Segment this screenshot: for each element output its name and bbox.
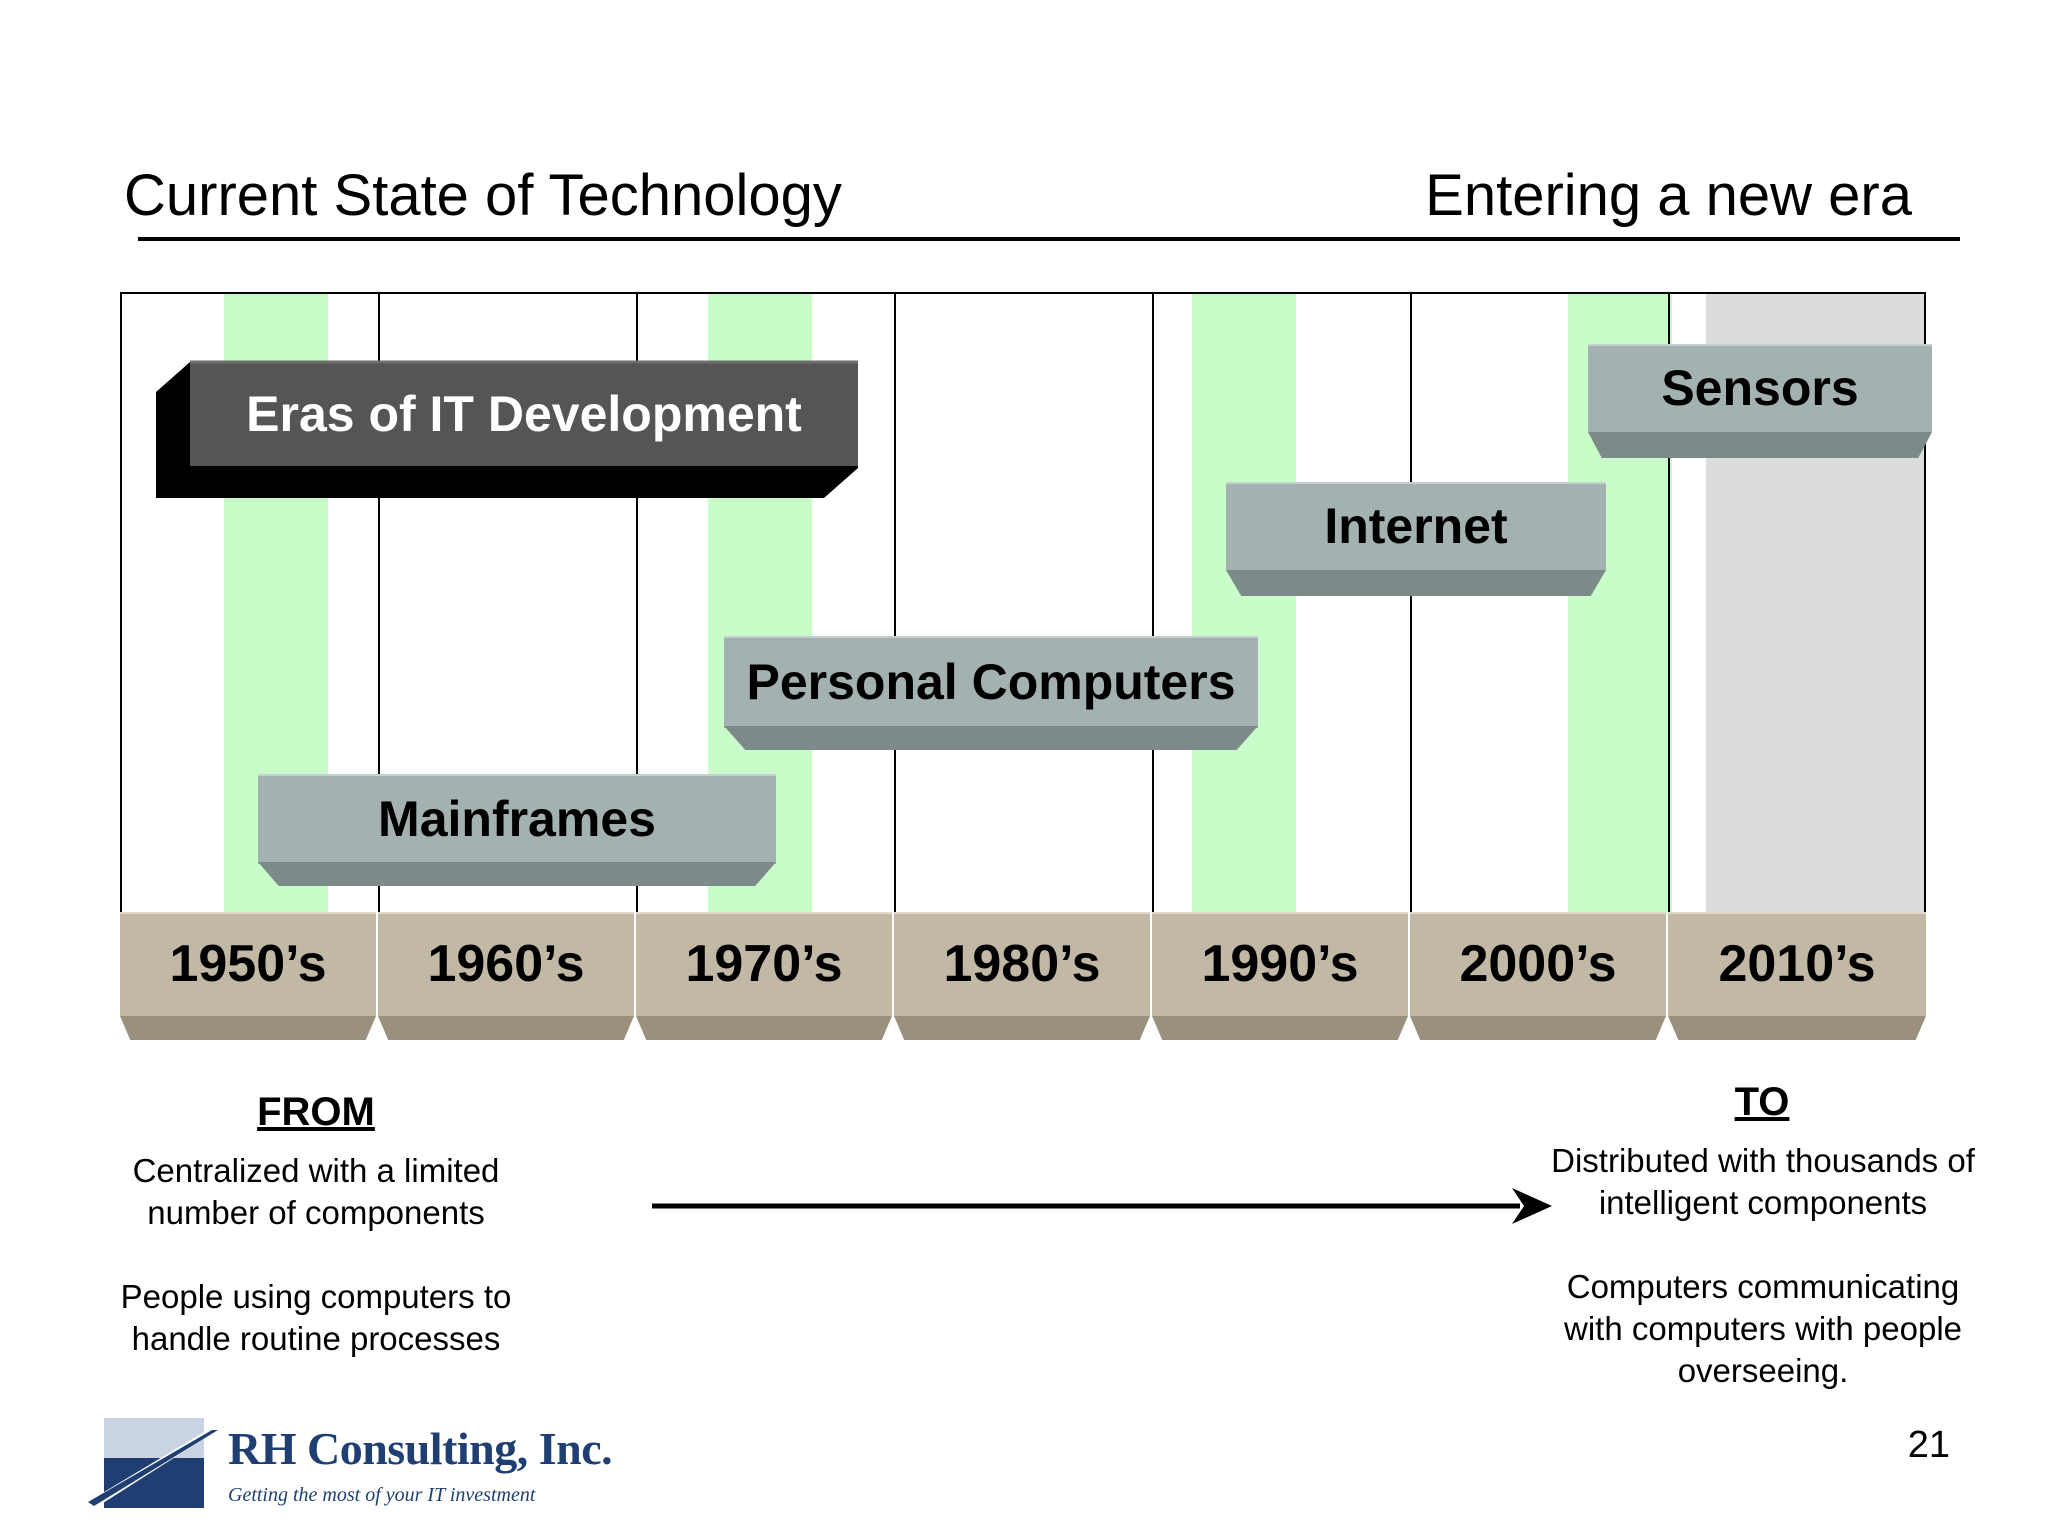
era-bar-internet: Internet (1226, 482, 1606, 596)
timeline-heading: Eras of IT Development (246, 386, 802, 442)
era-label: Sensors (1588, 344, 1932, 432)
decade-label: 1950’s (120, 912, 376, 1016)
to-line-2: Computers communicating with computers w… (1563, 1268, 1963, 1389)
decade-bar: 1950’s 1960’s 1970’s 1980’s 1990’s 2000’… (120, 912, 1926, 1040)
decade-1960s: 1960’s (378, 912, 634, 1040)
decade-1970s: 1970’s (636, 912, 892, 1040)
title-divider (138, 237, 1960, 241)
era-bar-mainframes: Mainframes (258, 774, 776, 886)
decade-label: 1960’s (378, 912, 634, 1016)
decade-label: 2000’s (1410, 912, 1666, 1016)
grid-line (1152, 292, 1154, 942)
decade-1950s: 1950’s (120, 912, 376, 1040)
from-description: Centralized with a limited number of com… (110, 1150, 522, 1360)
logo-mark-icon (84, 1418, 224, 1510)
grid-line (1924, 292, 1926, 942)
era-bar-personal-computers: Personal Computers (724, 636, 1258, 750)
era-label: Mainframes (258, 774, 776, 864)
right-title: Entering a new era (1425, 163, 1912, 228)
page-number: 21 (1907, 1424, 1950, 1466)
from-title: FROM (257, 1090, 375, 1134)
decade-2010s: 2010’s (1668, 912, 1926, 1040)
era-label: Internet (1226, 482, 1606, 570)
from-line-2: People using computers to handle routine… (120, 1278, 512, 1357)
left-title: Current State of Technology (124, 163, 842, 228)
grid-top-line (120, 292, 1926, 294)
grid-line (1410, 292, 1412, 942)
timeline-heading-box: Eras of IT Development (156, 358, 858, 498)
era-bar-sensors: Sensors (1588, 344, 1932, 458)
decade-label: 2010’s (1668, 912, 1926, 1016)
to-description: Distributed with thousands of intelligen… (1540, 1140, 1986, 1392)
grid-line (894, 292, 896, 942)
decade-2000s: 2000’s (1410, 912, 1666, 1040)
grid-line (120, 292, 122, 942)
decade-label: 1980’s (894, 912, 1150, 1016)
highlight-band-1990s (1192, 294, 1296, 914)
decade-1980s: 1980’s (894, 912, 1150, 1040)
to-line-1: Distributed with thousands of intelligen… (1551, 1142, 1975, 1221)
decade-1990s: 1990’s (1152, 912, 1408, 1040)
grid-line (636, 292, 638, 942)
decade-label: 1990’s (1152, 912, 1408, 1016)
logo-tagline: Getting the most of your IT investment (228, 1484, 536, 1506)
to-title: TO (1734, 1080, 1790, 1124)
era-label: Personal Computers (724, 636, 1258, 728)
grid-line (1668, 292, 1670, 942)
grid-line (378, 292, 380, 942)
decade-label: 1970’s (636, 912, 892, 1016)
transition-arrow (652, 1188, 1552, 1224)
from-line-1: Centralized with a limited number of com… (132, 1152, 500, 1231)
logo-company-name: RH Consulting, Inc. (228, 1423, 613, 1474)
